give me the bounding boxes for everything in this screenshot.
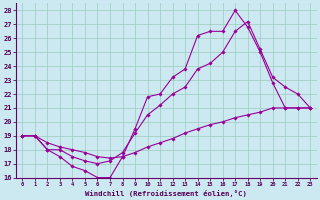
X-axis label: Windchill (Refroidissement éolien,°C): Windchill (Refroidissement éolien,°C) (85, 190, 247, 197)
